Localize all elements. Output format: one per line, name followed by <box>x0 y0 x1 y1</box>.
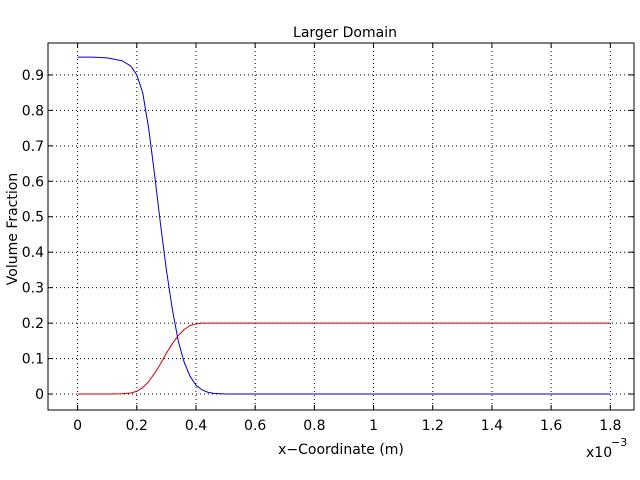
x-tick-label: 1 <box>369 418 378 434</box>
series-layer <box>77 56 611 395</box>
x-axis-multiplier: x10 −3 <box>586 436 627 461</box>
y-tick-labels: 0 0.1 0.2 0.3 0.4 0.5 0.6 0.7 0.8 0.9 <box>22 68 44 403</box>
y-tick-label: 0.9 <box>22 68 44 84</box>
x-tick-label: 0.2 <box>126 418 148 434</box>
x-tick-label: 1.6 <box>540 418 562 434</box>
series-line-1 <box>77 56 611 395</box>
x-tick-labels: 0 0.2 0.4 0.6 0.8 1 1.2 1.4 1.6 1.8 <box>73 418 621 434</box>
x-axis-label: x−Coordinate (m) <box>278 442 404 458</box>
y-tick-label: 0.8 <box>22 103 44 119</box>
grid <box>48 43 634 410</box>
x-tick-label: 0.4 <box>185 418 207 434</box>
y-tick-label: 0.1 <box>22 352 44 368</box>
x-tick-label: 1.2 <box>422 418 444 434</box>
y-tick-label: 0.7 <box>22 139 44 155</box>
x-tick-label: 1.4 <box>481 418 503 434</box>
x-axis-multiplier-exponent: −3 <box>611 436 627 449</box>
y-tick-label: 0.4 <box>22 245 44 261</box>
y-tick-label: 0.5 <box>22 210 44 226</box>
x-tick-label: 0.6 <box>244 418 266 434</box>
x-tick-label: 0 <box>73 418 82 434</box>
y-tick-label: 0 <box>35 387 44 403</box>
y-axis-label: Volume Fraction <box>5 173 21 285</box>
axes <box>47 42 635 411</box>
x-axis-multiplier-base: x10 <box>586 445 612 461</box>
y-tick-label: 0.2 <box>22 316 44 332</box>
plot-frame <box>47 42 635 411</box>
y-tick-label: 0.6 <box>22 174 44 190</box>
chart-title: Larger Domain <box>293 25 397 41</box>
x-tick-label: 0.8 <box>303 418 325 434</box>
series-line-2 <box>77 322 611 395</box>
x-tick-label: 1.8 <box>599 418 621 434</box>
y-tick-label: 0.3 <box>22 281 44 297</box>
